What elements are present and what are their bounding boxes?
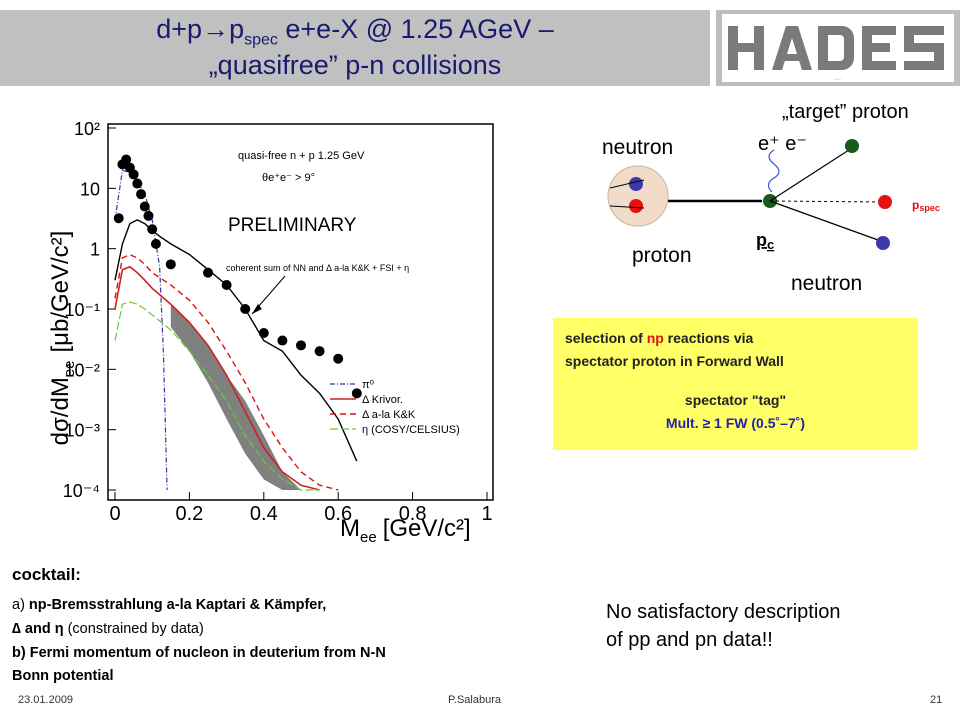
selection-box: selection of np reactions via spectator …: [553, 318, 918, 450]
title-bar: [0, 10, 710, 86]
cocktail-item-b: b) Fermi momentum of nucleon in deuteriu…: [12, 645, 386, 661]
pspec-label: pspec: [912, 198, 940, 213]
y-tick-label: 10⁻³: [64, 421, 100, 441]
data-point: [296, 340, 306, 351]
spectator-proton-icon: [878, 195, 892, 209]
cocktail-item-a: a) np-Bremsstrahlung a-la Kaptari & Kämp…: [12, 597, 327, 613]
y-tick-label: 10: [80, 179, 100, 199]
legend-label: η (COSY/CELSIUS): [362, 424, 460, 436]
y-tick-label: 10⁻¹: [64, 300, 100, 320]
data-point: [203, 267, 213, 278]
reaction-diagram: „target” proton neutron e⁺ e⁻ proton pc …: [560, 92, 960, 307]
conclusion-text: No satisfactory description of pp and pn…: [606, 598, 841, 654]
conclusion-line2: of pp and pn data!!: [606, 629, 773, 651]
selection-line1: selection of np reactions via: [565, 330, 754, 346]
annotation-cut: θe⁺e⁻ > 9°: [262, 172, 315, 184]
virtual-photon-icon: [767, 149, 780, 193]
uncertainty-band: [170, 304, 301, 490]
data-point: [132, 178, 143, 189]
y-tick-label: 10²: [74, 119, 100, 139]
series-line: [114, 265, 320, 491]
pc-label: pc: [756, 230, 774, 252]
data-point: [165, 259, 176, 270]
plot-frame: [107, 123, 494, 501]
data-point: [258, 328, 269, 339]
x-tick-label: 0.8: [399, 503, 427, 525]
data-point: [128, 169, 139, 180]
neutron-icon: [629, 177, 643, 191]
annotation-sum: coherent sum of NN and Δ a-la K&K + FSI …: [226, 263, 409, 273]
x-axis-label: Mee [GeV/c²]: [340, 515, 471, 546]
legend-label: Δ Krivor.: [362, 394, 403, 406]
data-point: [147, 224, 158, 235]
series-line: [114, 169, 168, 491]
proton-label: proton: [632, 244, 692, 267]
logo-text: HADES: [835, 78, 843, 81]
data-point: [139, 201, 150, 212]
data-point: [143, 210, 154, 221]
data-point: [113, 213, 124, 224]
data-point: [277, 335, 288, 346]
y-tick-label: 1: [90, 240, 100, 260]
cocktail-heading: cocktail:: [12, 565, 81, 584]
y-axis-label: dσ/dMee[μb/GeV/c²]: [47, 231, 78, 446]
x-tick-label: 0.4: [250, 503, 278, 525]
target-proton-icon: [845, 139, 859, 153]
data-point: [150, 238, 161, 249]
neutron-bottom-label: neutron: [791, 272, 862, 295]
preliminary-label: PRELIMINARY: [228, 215, 357, 236]
data-point: [351, 388, 362, 399]
data-point: [221, 279, 232, 290]
data-point: [136, 189, 147, 200]
footer-author: P.Salabura: [448, 694, 502, 706]
x-tick-label: 0.2: [175, 503, 203, 525]
footer-page-number: 21: [930, 694, 943, 706]
y-tick-label: 10⁻⁴: [63, 481, 100, 501]
slide-title-line1: d+p→pspec e+e-X @ 1.25 AGeV –: [156, 14, 554, 49]
selection-line2: spectator proton in Forward Wall: [565, 353, 784, 369]
series-line: [114, 301, 320, 491]
deuteron-icon: [607, 165, 669, 227]
footer-date: 23.01.2009: [18, 694, 74, 706]
annotation-title: quasi-free n + p 1.25 GeV: [238, 150, 365, 162]
target-proton-label: „target” proton: [782, 101, 909, 123]
series-line: [114, 219, 358, 462]
y-tick-label: 10⁻²: [64, 360, 100, 380]
selection-line4: Mult. ≥ 1 FW (0.5˚–7˚): [665, 415, 806, 431]
neutron-out-icon: [876, 236, 890, 250]
neutron-top-label: neutron: [602, 136, 673, 159]
hades-logo: HADES: [716, 10, 960, 86]
data-point: [121, 154, 132, 165]
data-point: [333, 353, 344, 364]
selection-line3: spectator "tag": [684, 392, 787, 408]
ee-label: e⁺ e⁻: [758, 133, 807, 155]
chart-panel: 0 0.2 0.4 0.6 0.8 1 10⁻⁴ 10⁻³ 10⁻² 10⁻¹ 1 10 10² dσ/…: [0, 88, 540, 548]
legend-label: π⁰: [362, 379, 375, 391]
x-tick-label: 1: [481, 503, 492, 525]
data-point: [240, 304, 251, 314]
proton-icon: [629, 199, 643, 213]
cocktail-item-b2: Bonn potential: [12, 668, 114, 684]
x-tick-label: 0.6: [324, 503, 352, 525]
cocktail-item-delta-eta: ∆ and η (constrained by data): [12, 621, 204, 637]
mass-spectrum-chart: 0 0.2 0.4 0.6 0.8 1 10⁻⁴ 10⁻³ 10⁻² 10⁻¹ 1 10 10² dσ/…: [0, 88, 540, 548]
legend-label: Δ a-la K&K: [362, 409, 416, 421]
slide-title-line2: „quasifree” p-n collisions: [208, 50, 502, 80]
series-line: [114, 253, 339, 491]
data-point: [314, 346, 325, 357]
legend: π⁰ Δ Krivor. Δ a-la K&K η (COSY/CELSIUS): [330, 379, 460, 436]
x-tick-label: 0: [109, 503, 120, 525]
conclusion-line1: No satisfactory description: [606, 601, 841, 623]
